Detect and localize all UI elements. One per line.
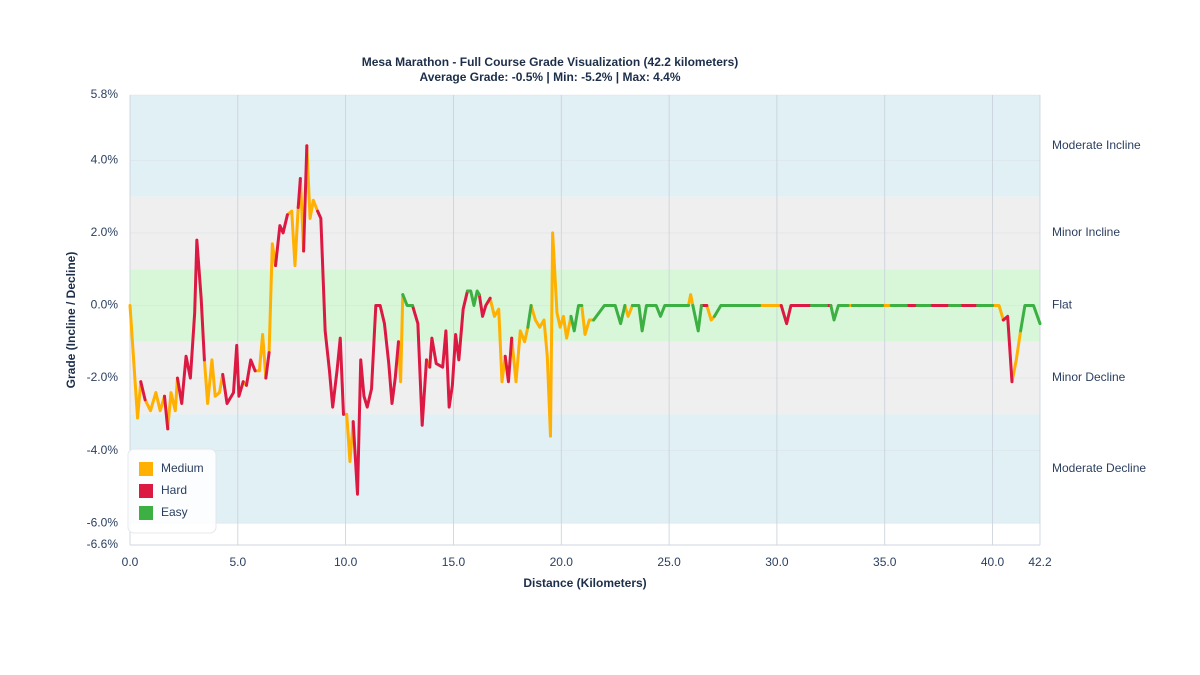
grade-line [163,394,170,431]
bands [130,95,1040,524]
legend-swatch [139,506,153,520]
band-label: Minor Incline [1052,225,1120,239]
grade-line [302,144,309,253]
grade-line [691,303,703,333]
x-tick-label: 40.0 [981,555,1005,569]
grade-line [687,293,695,307]
y-axis-title: Grade (Incline / Decline) [64,252,78,389]
grade-line [991,303,1005,322]
grade-line [221,343,245,405]
grade-line [305,144,320,220]
x-tick-label: 35.0 [873,555,897,569]
grade-line [1019,303,1042,333]
x-tick-label: 30.0 [765,555,789,569]
legend-label: Hard [161,483,187,497]
grade-line [267,242,278,355]
grade-line [1001,314,1014,384]
grade-line [274,213,289,268]
x-tick-label: 5.0 [229,555,246,569]
x-tick-label: 25.0 [657,555,681,569]
grade-line [244,358,257,387]
grade-line [630,303,691,333]
grade-line [1010,329,1023,384]
grade-band [130,95,1040,197]
grade-line [143,391,167,413]
grade-line [396,293,405,384]
chart-subtitle: Average Grade: -0.5% | Min: -5.2% | Max:… [419,70,680,84]
x-tick-label: 15.0 [442,555,466,569]
grade-line [401,293,414,307]
grade-line [705,303,716,322]
grade-line [510,325,530,384]
grade-line [503,336,514,384]
grade-line [264,351,271,380]
grade-line [623,303,634,318]
band-label: Moderate Decline [1052,461,1146,475]
legend: Medium Hard Easy [127,448,217,534]
x-tick-label: 0.0 [122,555,139,569]
y-tick-label: -6.6% [87,537,119,551]
grade-line [829,303,850,322]
grade-line [128,303,143,420]
grade-line [488,296,507,384]
grade-line [465,289,481,307]
legend-label: Easy [161,505,188,519]
grade-line [580,303,596,337]
legend-label: Medium [161,461,204,475]
grade-line [139,380,147,402]
grade-line [296,176,302,209]
chart-title: Mesa Marathon - Full Course Grade Visual… [362,55,739,69]
x-tick-label: 10.0 [334,555,358,569]
grade-line [529,231,573,438]
grade-line [712,303,762,318]
grade-line [779,303,813,326]
grade-line [166,376,179,431]
legend-swatch [139,462,153,476]
grade-line [410,303,429,427]
grade-line [428,289,469,409]
grade-line [592,303,627,326]
band-label: Flat [1052,298,1073,312]
band-label: Moderate Incline [1052,138,1141,152]
grade-line [285,206,300,268]
band-label: Minor Decline [1052,370,1126,384]
y-tick-label: 4.0% [91,152,119,166]
grade-line [316,209,345,416]
grade-band [130,414,1040,524]
legend-swatch [139,484,153,498]
grade-line [253,333,268,380]
grade-line [477,293,492,318]
x-tick-label: 42.2 [1028,555,1052,569]
y-tick-label: 0.0% [91,298,119,312]
y-tick-label: -2.0% [87,370,119,384]
grade-line [569,303,584,333]
y-tick-label: -4.0% [87,443,119,457]
grade-line [341,412,355,464]
grade-line [202,358,225,405]
x-tick-label: 20.0 [550,555,574,569]
grade-line [526,303,533,329]
y-tick-label: 2.0% [91,225,119,239]
y-tick-label: -6.0% [87,515,119,529]
x-axis-title: Distance (Kilometers) [523,576,646,590]
grade-line [351,303,400,496]
y-tick-label: 5.8% [91,87,119,101]
grade-line [175,238,206,405]
